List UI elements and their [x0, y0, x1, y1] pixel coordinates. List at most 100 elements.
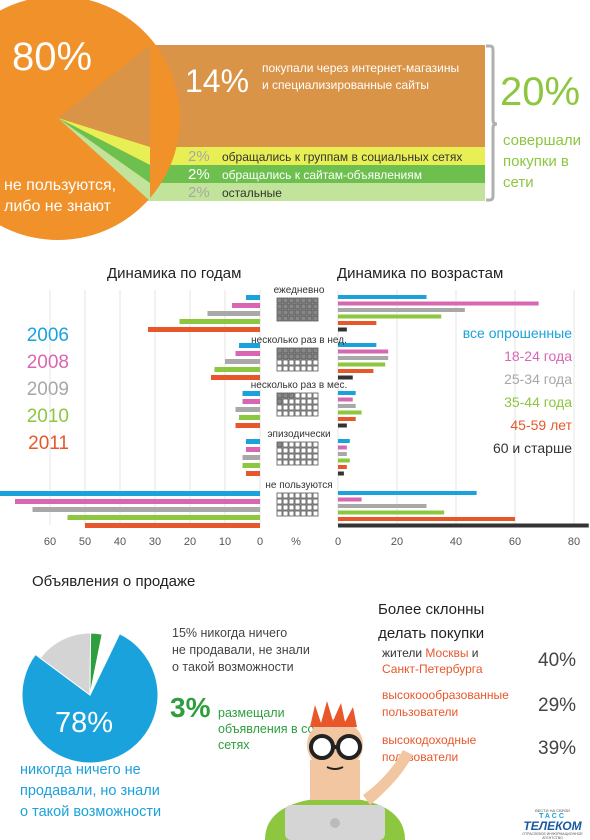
grid-cell-icon [288, 441, 295, 448]
bar-left [242, 455, 260, 460]
grid-cell-icon [306, 315, 313, 322]
grid-cell-icon [282, 453, 289, 460]
sum-pct: 20% [500, 70, 581, 114]
grid-cell-icon [306, 510, 313, 517]
grid-cell-icon [300, 441, 307, 448]
grid-cell-icon [282, 410, 289, 417]
r1-pre: жители [382, 646, 426, 660]
grid-cell-icon [300, 410, 307, 417]
grid-cell-icon [306, 504, 313, 511]
logo-brand: ТЕЛЕКОМ [523, 819, 582, 833]
grid-cell-icon [294, 309, 301, 316]
grid-cell-icon [300, 398, 307, 405]
grid-cell-icon [300, 303, 307, 310]
grid-cell-icon [288, 309, 295, 316]
pie-slice [21, 633, 159, 764]
bar-left [32, 507, 260, 512]
grid-cell-icon [312, 365, 319, 372]
tick-left: 50 [79, 536, 91, 548]
likely-title: Более склонны делать покупки [378, 601, 485, 642]
grid-cell-icon [294, 315, 301, 322]
grid-cell-icon [306, 398, 313, 405]
bar-left [239, 343, 260, 348]
bar-right [338, 417, 356, 421]
logo-sub: ОТРАСЛЕВОЕ ИНФОРМАЦИОННОЕ АГЕНТСТВО [522, 832, 583, 840]
grid-cell-icon [294, 453, 301, 460]
bar-left [211, 375, 260, 380]
axis-unit: % [291, 536, 301, 548]
grid-cell-icon [294, 303, 301, 310]
bar-left [246, 439, 260, 444]
grid-cell-icon [294, 297, 301, 304]
grid-cell-icon [306, 353, 313, 360]
grid-cell-icon [294, 441, 301, 448]
years-legend: 2006 2008 2009 2010 2011 [14, 322, 69, 457]
bracket [486, 44, 498, 202]
tick-right: 20 [391, 536, 403, 548]
grid-cell-icon [282, 498, 289, 505]
bar-right [338, 295, 427, 299]
tick-left: 40 [114, 536, 126, 548]
ages-legend: все опрошенные 18-24 года 25-34 года 35-… [420, 322, 572, 460]
grid-cell-icon [312, 441, 319, 448]
grid-cell-icon [276, 410, 283, 417]
grid-cell-icon [294, 398, 301, 405]
grid-cell-icon [312, 453, 319, 460]
grid-cell-icon [300, 459, 307, 466]
legend-60: 60 и старше [492, 440, 572, 456]
grid-cell-icon [276, 492, 283, 499]
tick-left: 60 [44, 536, 56, 548]
shop-strip [140, 45, 485, 147]
r1-and: и [468, 646, 479, 660]
ads-gray-note: 15% никогда ничего не продавали, не знал… [172, 626, 310, 674]
bar-right [338, 301, 539, 306]
tick-left: 20 [184, 536, 196, 548]
grid-cell-icon [282, 347, 289, 354]
grid-cell-icon [306, 410, 313, 417]
grid-cell-icon [312, 303, 319, 310]
grid-cell-icon [276, 347, 283, 354]
bar-right [338, 465, 347, 469]
grid-cell-icon [306, 404, 313, 411]
grid-cell-icon [282, 404, 289, 411]
grid-cell-icon [294, 492, 301, 499]
logo-tag: ТАСС [539, 813, 566, 820]
grid-cell-icon [288, 404, 295, 411]
grid-cell-icon [288, 447, 295, 454]
grid-cell-icon [300, 447, 307, 454]
grid-cell-icon [294, 410, 301, 417]
bar-right [338, 397, 353, 402]
grid-cell-icon [276, 453, 283, 460]
grid-cell-icon [294, 404, 301, 411]
grid-cell-icon [312, 398, 319, 405]
grid-cell-icon [294, 359, 301, 366]
grid-cell-icon [294, 353, 301, 360]
category-label: не пользуются [265, 480, 332, 491]
grid-cell-icon [288, 353, 295, 360]
tick-right: 0 [335, 536, 341, 548]
bar-left [235, 423, 260, 428]
tick-right: 60 [509, 536, 521, 548]
ads-pie [21, 632, 159, 764]
pie-slice [39, 632, 92, 696]
bar-right [338, 423, 347, 428]
bar-right [338, 491, 477, 495]
grid-cell-icon [288, 392, 295, 399]
grid-cell-icon [300, 492, 307, 499]
legend-2011: 2011 [28, 433, 69, 454]
grid-cell-icon [294, 510, 301, 517]
grid-cell-icon [294, 504, 301, 511]
grid-cell-icon [306, 392, 313, 399]
bar-right [338, 321, 377, 325]
grid-cell-icon [276, 398, 283, 405]
legend-2009: 2009 [26, 379, 69, 400]
grid-cell-icon [288, 365, 295, 372]
grid-cell-icon [306, 441, 313, 448]
grid-cell-icon [288, 347, 295, 354]
legend-2010: 2010 [26, 406, 69, 427]
grid-cell-icon [282, 365, 289, 372]
likely-row1-label: жители Москвы и Санкт-Петербурга [382, 645, 483, 677]
grid-cell-icon [300, 510, 307, 517]
grid-cell-icon [294, 365, 301, 372]
grid-cell-icon [312, 359, 319, 366]
